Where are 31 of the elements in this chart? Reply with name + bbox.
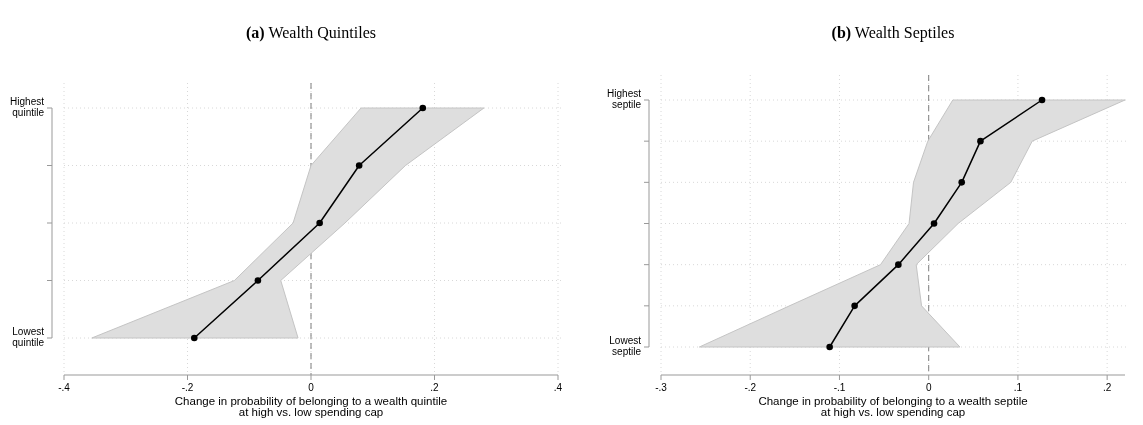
point (419, 104, 427, 112)
x-tick-label: -.2 (181, 382, 194, 393)
x-tick-label: .2 (1102, 382, 1112, 393)
point (958, 179, 966, 186)
x-tick-label: -.3 (655, 382, 668, 393)
y-tick-label: Highest septile (607, 88, 642, 110)
y-tick-label: Lowest septile (609, 335, 642, 357)
x-tick-label: .1 (1013, 382, 1023, 393)
x-tick-label: 0 (925, 382, 932, 393)
point (895, 261, 902, 268)
point (355, 162, 363, 169)
point (977, 137, 984, 145)
point (851, 302, 858, 310)
x-tick-label: .4 (553, 382, 563, 393)
point (316, 219, 323, 227)
point (930, 220, 938, 227)
x-tick-label: -.1 (833, 382, 846, 393)
chart-title: (a) Wealth Quintiles (246, 24, 376, 42)
x-axis-title: Change in probability of belonging to a wealth septile at high vs. low spending cap (758, 395, 1028, 418)
point (826, 343, 833, 351)
point (1038, 96, 1046, 104)
x-tick-label: -.4 (58, 382, 71, 393)
chart-title: (b) Wealth Septiles (831, 24, 955, 42)
y-tick-label: Lowest quintile (12, 326, 45, 348)
x-axis-title: Change in probability of belonging to a wealth quintile at high vs. low spending cap (174, 395, 448, 418)
x-tick-label: -.2 (744, 382, 757, 393)
y-tick-label: Highest quintile (10, 96, 45, 118)
x-tick-label: 0 (308, 382, 315, 393)
x-tick-label: .2 (430, 382, 440, 393)
point (190, 334, 198, 342)
point (254, 277, 262, 284)
